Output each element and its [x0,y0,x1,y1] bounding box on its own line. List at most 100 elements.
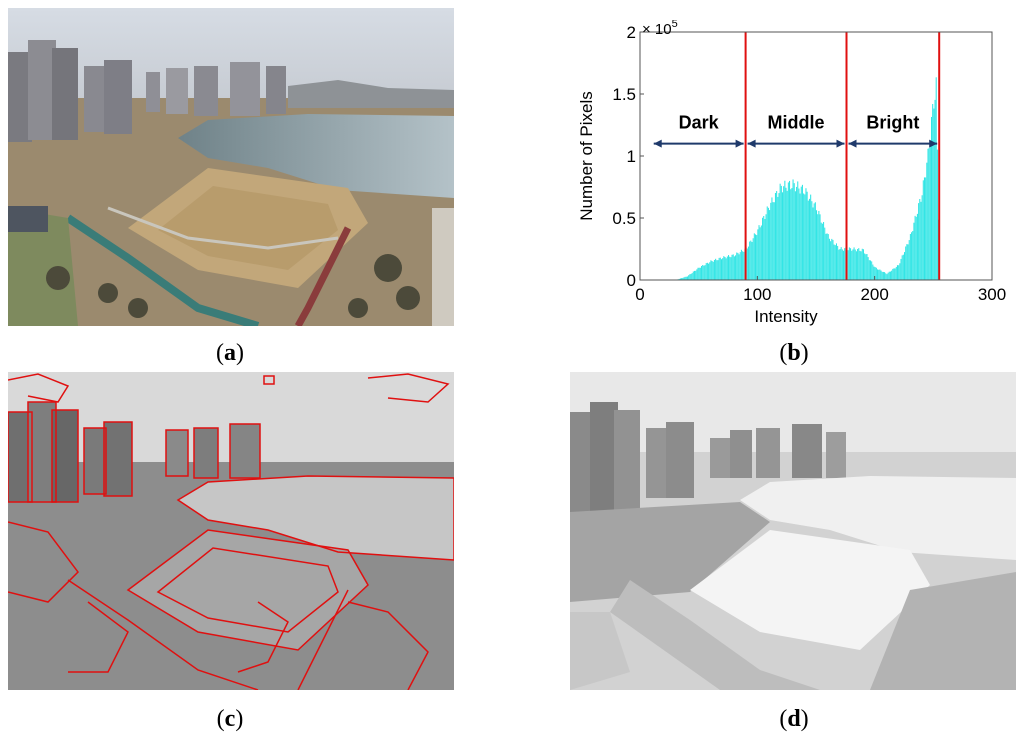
histogram-bar [935,77,937,280]
histogram-bar [933,108,935,280]
histogram-bar [824,227,826,280]
histogram-bar [838,249,840,280]
histogram-bar [823,222,825,280]
y-tick-label: 1 [627,147,636,166]
histogram-bar [715,258,717,280]
histogram-bar [737,252,739,280]
histogram-bar [706,262,708,280]
histogram-bar [684,276,686,280]
histogram-bar [743,251,745,280]
histogram-bar [840,247,842,280]
histogram-bar [756,235,758,280]
histogram-bar [773,202,775,280]
histogram-bar [679,278,681,280]
histogram-bar [678,278,680,280]
region-map-image [570,372,1016,690]
histogram-bar [725,258,727,280]
histogram-chart: Dark Middle Bright 0 100 200 300 0 0.5 1 1.5 2 × … [577,20,1006,326]
x-tick-label: 100 [743,285,771,304]
histogram-bar [832,239,834,280]
histogram-bar [731,254,733,280]
histogram-bar [936,149,938,280]
histogram-bar [893,268,895,280]
histogram-bar [896,265,899,280]
histogram-bar [867,257,869,280]
histogram-bar [881,271,883,280]
histogram-bar [807,200,809,280]
histogram-bar [767,207,769,280]
histogram-bar [790,189,792,280]
histogram-bar [701,266,703,280]
histogram-bar [844,248,846,280]
histogram-bar [859,250,861,280]
histogram-bar [685,276,687,280]
histogram-bar [726,256,728,280]
histogram-bar [800,186,802,280]
histogram-bar [928,147,930,280]
histogram-bar [691,273,693,280]
histogram-bar [810,194,812,280]
caption-c: (c) [216,706,244,732]
histogram-bar [874,267,876,280]
histogram-bar [814,202,816,280]
histogram-bar [697,267,699,280]
histogram-bar [806,191,808,280]
x-tick-label: 200 [860,285,888,304]
histogram-bar [764,219,766,280]
histogram-bar [831,238,833,280]
histogram-bar [908,240,910,280]
histogram-bar [716,260,718,280]
aerial-photo [8,8,454,326]
histogram-bar [847,250,849,280]
histogram-bar [861,248,863,280]
histogram-bar [740,249,742,280]
histogram-bar [913,222,915,280]
histogram-bar [899,263,901,280]
histogram-bar [915,216,917,280]
histogram-bar [887,272,889,280]
histogram-bar [770,202,772,280]
histogram-bar [771,197,773,280]
histogram-bar [909,234,911,280]
histogram-bar [839,249,841,280]
histogram-bar [785,187,787,280]
histogram-bar [729,256,731,280]
histogram-bar [820,222,822,280]
histogram-bar [722,258,724,280]
histogram-bar [757,229,759,280]
histogram-bar [892,268,894,280]
histogram-bar [710,260,712,280]
x-tick-label: 300 [978,285,1006,304]
histogram-bar [696,269,698,280]
histogram-bar [689,274,691,280]
x-tick-label: 0 [635,285,644,304]
histogram-bar [898,265,900,280]
histogram-bar [858,248,860,280]
histogram-bar [817,214,819,280]
histogram-bar [712,261,714,280]
histogram-bar [934,99,936,280]
histogram-bar [835,243,838,280]
histogram-bar [719,257,721,280]
histogram-bar [804,194,806,280]
histogram-panel: Dark Middle Bright 0 100 200 300 0 0.5 1 1.5 2 × … [570,20,1010,330]
histogram-bar [735,255,737,280]
histogram-bar [717,260,719,280]
histogram-bar [783,186,785,280]
region-arrows: Dark Middle Bright [653,113,938,148]
histogram-bar [877,269,879,280]
x-axis-ticks: 0 100 200 300 [635,276,1006,304]
caption-c-letter: c [224,706,236,732]
arrow-head-left [747,139,756,148]
caption-b: (b) [779,340,809,366]
histogram-bar [842,250,845,280]
histogram-bar [854,249,856,280]
histogram-bar [882,271,884,280]
histogram-bar [875,267,877,280]
histogram-bar [825,233,827,280]
caption-d: (d) [779,706,809,732]
histogram-bar [786,190,788,280]
histogram-bar [791,188,793,280]
arrow-head-right [929,139,938,148]
histogram-bar [923,177,926,280]
